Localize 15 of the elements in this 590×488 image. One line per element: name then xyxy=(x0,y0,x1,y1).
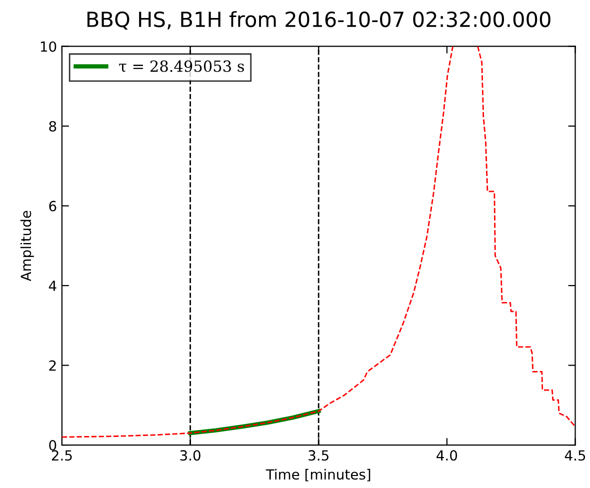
y-tick-label: 10 xyxy=(40,41,56,52)
legend-label: τ = 28.495053 s xyxy=(119,60,244,72)
y-axis-title: Amplitude xyxy=(20,210,34,282)
x-tick-label: 4.0 xyxy=(436,450,458,461)
y-tick-label: 6 xyxy=(49,200,56,212)
chart-title: BBQ HS, B1H from 2016-10-07 02:32:00.000 xyxy=(87,11,550,30)
x-tick-label: 3.0 xyxy=(180,450,200,461)
y-tick-label: 4 xyxy=(48,280,56,291)
x-tick-label: 3.5 xyxy=(308,450,328,461)
x-tick-label: 4.5 xyxy=(564,450,586,461)
x-axis-title: Time [minutes] xyxy=(266,468,370,482)
y-tick-label: 0 xyxy=(49,440,56,451)
x-tick-label: 2.5 xyxy=(52,450,72,461)
y-tick-label: 8 xyxy=(49,121,56,132)
y-tick-label: 2 xyxy=(49,360,56,371)
